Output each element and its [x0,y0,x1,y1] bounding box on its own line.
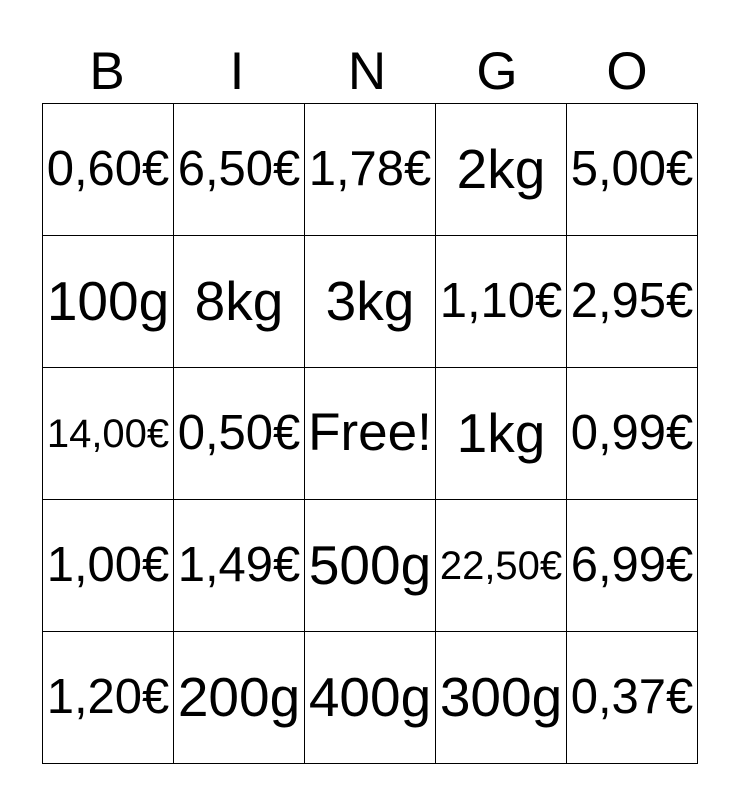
bingo-letter-b: B [89,42,125,101]
cell-value: 1,20€ [46,669,170,724]
bingo-cell-r2c4[interactable]: 1,10€ [435,235,567,368]
cell-value: 200g [177,666,301,729]
cell-value: 3kg [325,270,415,333]
bingo-cell-r4c3[interactable]: 500g [304,499,436,632]
cell-value: 1kg [456,402,546,465]
cell-value: Free! [308,403,432,463]
bingo-cell-r5c4[interactable]: 300g [435,631,567,764]
cell-value: 14,00€ [46,411,170,456]
bingo-cell-r1c5[interactable]: 5,00€ [566,103,698,236]
bingo-cell-r5c2[interactable]: 200g [173,631,305,764]
bingo-letter-i: I [229,42,245,101]
cell-value: 1,49€ [177,537,301,592]
cell-value: 100g [46,270,170,333]
bingo-cell-r5c5[interactable]: 0,37€ [566,631,698,764]
cell-value: 2,95€ [570,273,694,328]
bingo-cell-r2c1[interactable]: 100g [42,235,174,368]
cell-value: 500g [308,534,432,597]
bingo-cell-r2c3[interactable]: 3kg [304,235,436,368]
bingo-cell-r4c2[interactable]: 1,49€ [173,499,305,632]
cell-value: 8kg [194,270,284,333]
cell-value: 400g [308,666,432,729]
grid-row-1: 0,60€ 6,50€ 1,78€ 2kg 5,00€ [42,103,698,236]
cell-value: 6,50€ [177,141,301,196]
cell-value: 22,50€ [439,543,563,588]
grid-row-4: 1,00€ 1,49€ 500g 22,50€ 6,99€ [42,499,698,632]
bingo-cell-r4c5[interactable]: 6,99€ [566,499,698,632]
bingo-letter-o: O [606,42,648,101]
cell-value: 1,00€ [46,537,170,592]
bingo-letter-g: G [476,42,518,101]
cell-value: 6,99€ [570,537,694,592]
bingo-cell-r1c2[interactable]: 6,50€ [173,103,305,236]
bingo-cell-r3c4[interactable]: 1kg [435,367,567,500]
bingo-cell-r4c1[interactable]: 1,00€ [42,499,174,632]
bingo-cell-r5c3[interactable]: 400g [304,631,436,764]
cell-value: 300g [439,666,563,729]
bingo-cell-r3c1[interactable]: 14,00€ [42,367,174,500]
bingo-cell-r2c5[interactable]: 2,95€ [566,235,698,368]
bingo-cell-r3c5[interactable]: 0,99€ [566,367,698,500]
cell-value: 0,60€ [46,141,170,196]
bingo-cell-r1c3[interactable]: 1,78€ [304,103,436,236]
free-cell[interactable]: Free! [304,367,436,500]
grid-row-3: 14,00€ 0,50€ Free! 1kg 0,99€ [42,367,698,500]
bingo-cell-r2c2[interactable]: 8kg [173,235,305,368]
bingo-cell-r5c1[interactable]: 1,20€ [42,631,174,764]
grid-row-2: 100g 8kg 3kg 1,10€ 2,95€ [42,235,698,368]
bingo-cell-r3c2[interactable]: 0,50€ [173,367,305,500]
cell-value: 5,00€ [570,141,694,196]
cell-value: 2kg [456,138,546,201]
bingo-cell-r1c1[interactable]: 0,60€ [42,103,174,236]
bingo-grid: 0,60€ 6,50€ 1,78€ 2kg 5,00€ 100g 8kg 3kg 1,10€ 2,… [42,103,698,764]
bingo-cell-r4c4[interactable]: 22,50€ [435,499,567,632]
cell-value: 1,10€ [439,273,563,328]
cell-value: 0,37€ [570,669,694,724]
grid-row-5: 1,20€ 200g 400g 300g 0,37€ [42,631,698,764]
cell-value: 0,99€ [570,405,694,460]
bingo-letter-n: N [347,42,387,101]
cell-value: 1,78€ [308,141,432,196]
bingo-cell-r1c4[interactable]: 2kg [435,103,567,236]
cell-value: 0,50€ [177,405,301,460]
